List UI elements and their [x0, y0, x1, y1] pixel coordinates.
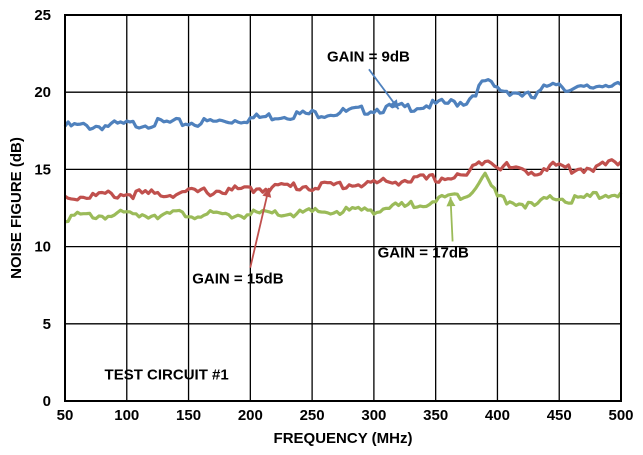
- y-tick-label: 5: [43, 316, 51, 333]
- series-annotation-2: GAIN = 15dB: [192, 271, 283, 288]
- annotations: GAIN = 9dB GAIN = 15dB GAIN = 17dB: [192, 48, 469, 287]
- series-line-1: [63, 78, 622, 132]
- y-tick-label: 25: [34, 7, 51, 24]
- x-tick-label: 250: [300, 407, 325, 424]
- x-tick-label: 150: [176, 407, 201, 424]
- x-tick-label: 300: [361, 407, 386, 424]
- y-tick-label: 20: [34, 84, 51, 101]
- x-tick-label: 50: [57, 407, 74, 424]
- grid: [64, 14, 622, 402]
- annotation-arrow-2: [249, 187, 270, 268]
- x-tick-labels: 50 100 150 200 250 300 350 400 450 500: [57, 407, 634, 424]
- annotation-arrowhead-2: [262, 187, 272, 198]
- annotation-arrowhead-1: [389, 99, 399, 110]
- series-line-3: [64, 171, 623, 224]
- y-tick-labels: 0 5 10 15 20 25: [34, 7, 51, 410]
- x-tick-label: 400: [485, 407, 510, 424]
- y-tick-label: 15: [34, 161, 51, 178]
- x-tick-label: 450: [547, 407, 572, 424]
- test-circuit-label: TEST CIRCUIT #1: [105, 366, 229, 383]
- annotation-arrowhead-3: [446, 197, 456, 207]
- series-annotation-1: GAIN = 9dB: [327, 48, 410, 65]
- y-tick-label: 10: [34, 239, 51, 256]
- series-group: [63, 78, 623, 224]
- series-annotation-3: GAIN = 17dB: [378, 244, 469, 261]
- x-tick-label: 500: [608, 407, 633, 424]
- x-tick-label: 350: [423, 407, 448, 424]
- y-axis-title: NOISE FIGURE (dB): [8, 137, 25, 279]
- x-axis-title: FREQUENCY (MHz): [274, 430, 413, 447]
- plot-frame: [64, 14, 622, 402]
- x-tick-label: 200: [238, 407, 263, 424]
- y-tick-label: 0: [43, 393, 51, 410]
- series-line-2: [64, 158, 623, 202]
- x-tick-label: 100: [114, 407, 139, 424]
